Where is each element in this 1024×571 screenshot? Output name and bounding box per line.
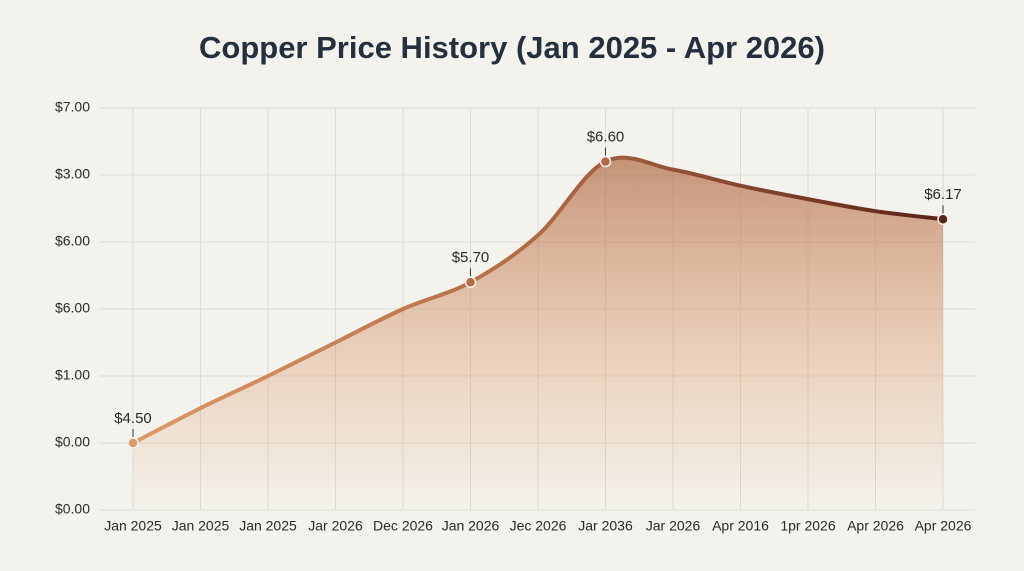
y-tick-label: $0.00 [55,434,90,450]
point [127,437,139,449]
y-tick-label: $6.00 [55,233,90,249]
value-label: $6.60 [587,129,625,146]
x-tick-label: Jar 2036 [578,518,633,534]
y-tick-label: $7.00 [55,99,90,115]
chart-title: Copper Price History (Jan 2025 - Apr 202… [199,30,825,65]
x-tick-label: Jan 2025 [104,518,162,534]
x-tick-label: Dec 2026 [373,518,433,534]
point [599,155,612,168]
x-tick-label: Jar 2026 [646,518,701,534]
y-tick-label: $1.00 [55,367,90,383]
point [937,213,949,225]
x-tick-label: Jar 2026 [308,518,363,534]
y-tick-label: $0.00 [55,501,90,517]
x-tick-label: Jec 2026 [510,518,567,534]
x-tick-label: Apr 2016 [712,518,769,534]
area-fill [133,157,943,510]
x-tick-label: Jan 2025 [172,518,230,534]
x-tick-label: Apr 2026 [847,518,904,534]
x-tick-label: 1pr 2026 [780,518,835,534]
point [464,276,477,288]
x-tick-label: Jan 2026 [442,518,500,534]
value-label: $4.50 [114,410,152,427]
x-tick-label: Apr 2026 [915,518,972,534]
value-label: $5.70 [452,249,490,266]
y-tick-label: $6.00 [55,300,90,316]
line [131,155,945,445]
x-tick-label: Jan 2025 [239,518,297,534]
y-tick-label: $3.00 [55,166,90,182]
value-label: $6.17 [924,186,962,203]
